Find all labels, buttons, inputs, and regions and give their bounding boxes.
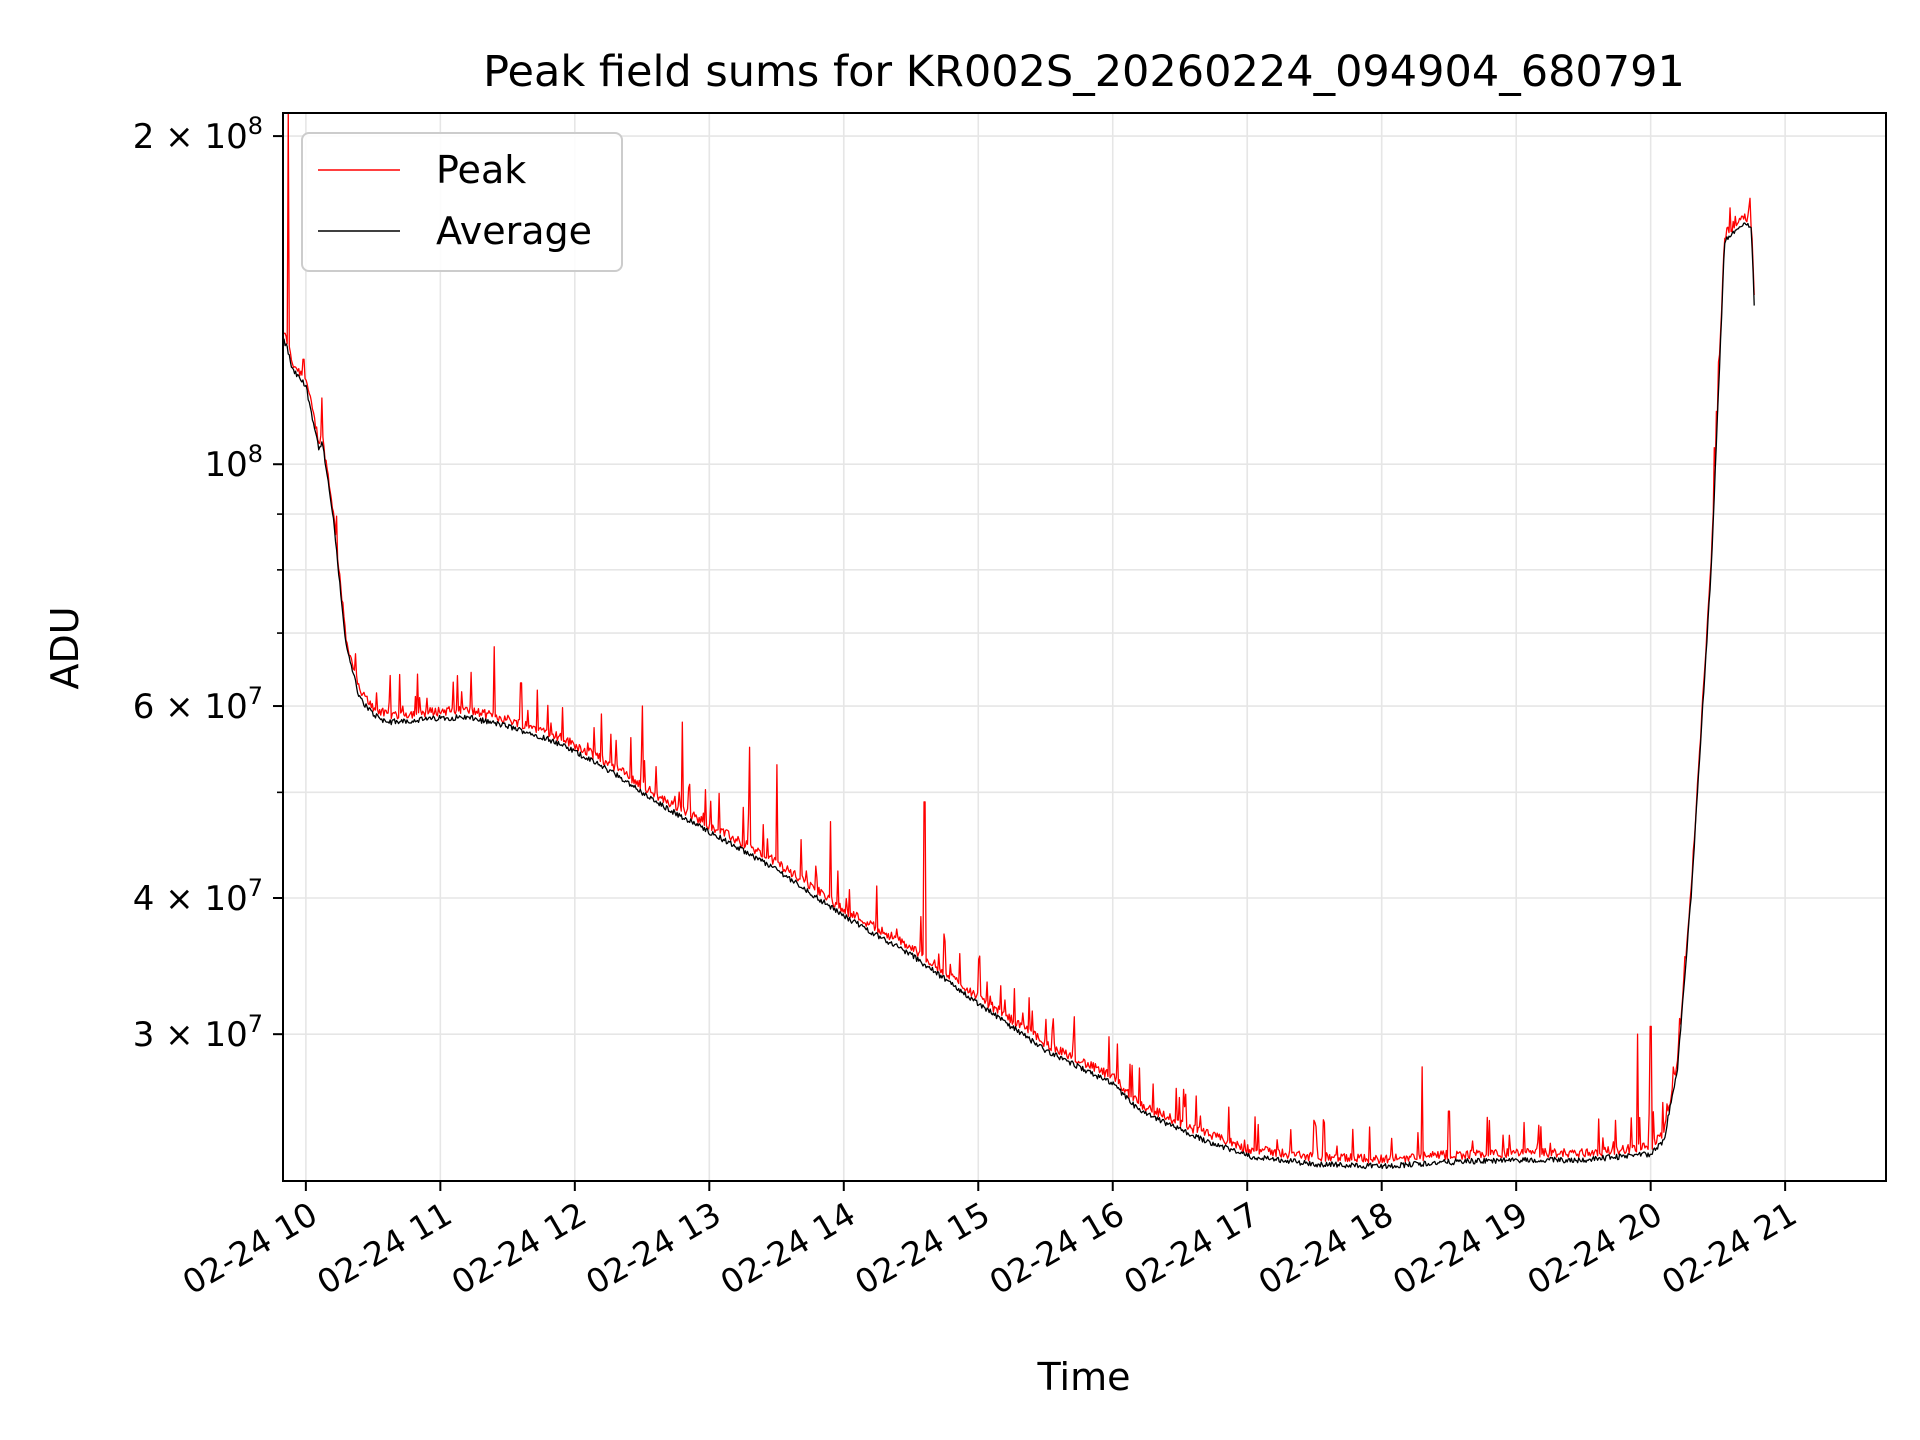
y-tick-label: 108 (204, 440, 263, 485)
series-layer (283, 113, 1755, 1170)
peak-series-line (283, 113, 1755, 1165)
y-tick-label: 3 × 107 (133, 1010, 263, 1055)
y-tick-label: 2 × 108 (133, 112, 263, 157)
y-axis-ticks: 2 × 108 108 6 × 107 4 × 107 3 × 107 (133, 112, 283, 1055)
y-tick-label: 4 × 107 (133, 874, 263, 919)
grid-lines (283, 113, 1886, 1181)
chart-title: Peak field sums for KR002S_20260224_0949… (483, 47, 1685, 97)
legend-box (301, 132, 623, 272)
legend: Peak Average (301, 132, 623, 272)
y-tick-label: 6 × 107 (133, 682, 263, 727)
average-series-line (283, 222, 1755, 1170)
y-axis-label: ADU (43, 606, 87, 689)
x-axis-label: Time (1037, 1355, 1131, 1399)
legend-peak-label: Peak (436, 148, 526, 192)
legend-average-label: Average (436, 209, 592, 253)
plot-frame (282, 112, 1887, 1182)
